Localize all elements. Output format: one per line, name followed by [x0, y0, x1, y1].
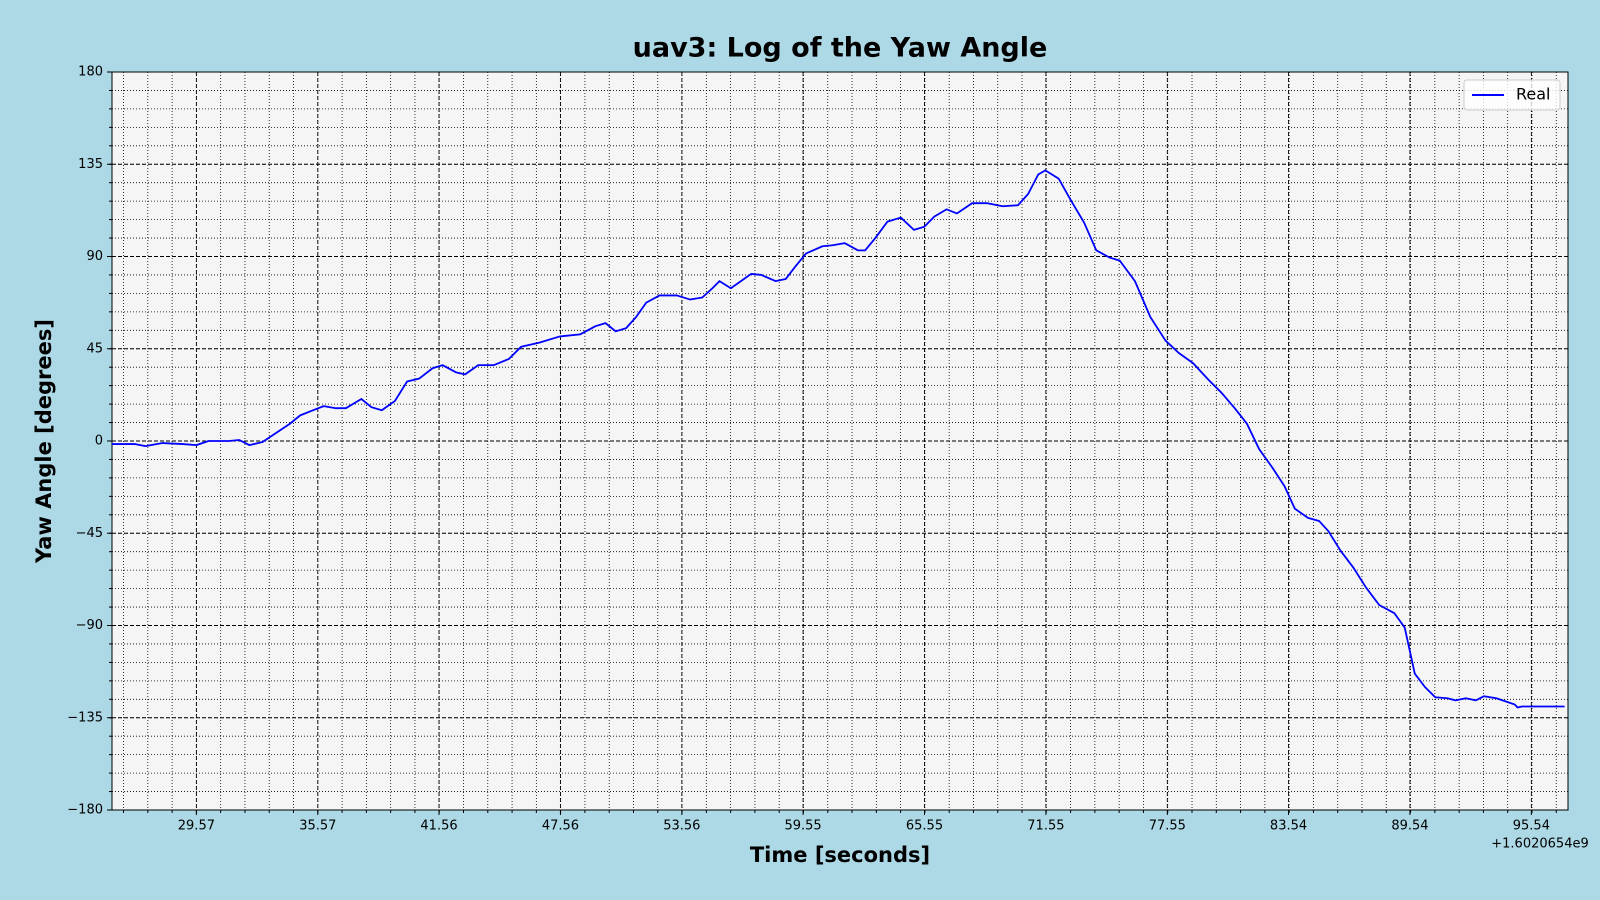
data-line: [112, 169, 1565, 709]
x-tick-label: 29.57: [178, 819, 215, 834]
legend-box: [1463, 79, 1561, 111]
plot-frame: [111, 71, 1569, 811]
y-tick-label: −90: [76, 618, 103, 633]
x-tick-label: 77.55: [1149, 819, 1186, 834]
x-tick-label: 95.54: [1513, 819, 1550, 834]
y-tick-label: 45: [86, 341, 103, 356]
y-tick-label: −180: [67, 803, 103, 818]
x-tick-label: 83.54: [1270, 819, 1307, 834]
y-tick-label: 0: [95, 434, 103, 449]
chart-title: uav3: Log of the Yaw Angle: [633, 33, 1048, 64]
y-tick-label: −135: [67, 710, 103, 725]
x-axis-label: Time [seconds]: [750, 843, 930, 867]
y-tick-label: 135: [78, 157, 103, 172]
legend-label: Real: [1516, 85, 1551, 104]
y-tick-label: 180: [78, 65, 103, 80]
x-tick-label: 35.57: [299, 819, 336, 834]
y-tick-label: 90: [86, 249, 103, 264]
x-tick-label: 65.55: [906, 819, 943, 834]
x-tick-label: 47.56: [542, 819, 579, 834]
x-tick-label: 53.56: [663, 819, 700, 834]
x-tick-label: 71.55: [1027, 819, 1064, 834]
x-tick-label: 59.55: [784, 819, 821, 834]
y-axis-label: Yaw Angle [degrees]: [32, 319, 56, 564]
y-tick-label: −45: [76, 526, 103, 541]
x-tick-label: 89.54: [1391, 819, 1428, 834]
x-offset-label: +1.6020654e9: [1491, 837, 1588, 852]
x-tick-label: 41.56: [420, 819, 457, 834]
